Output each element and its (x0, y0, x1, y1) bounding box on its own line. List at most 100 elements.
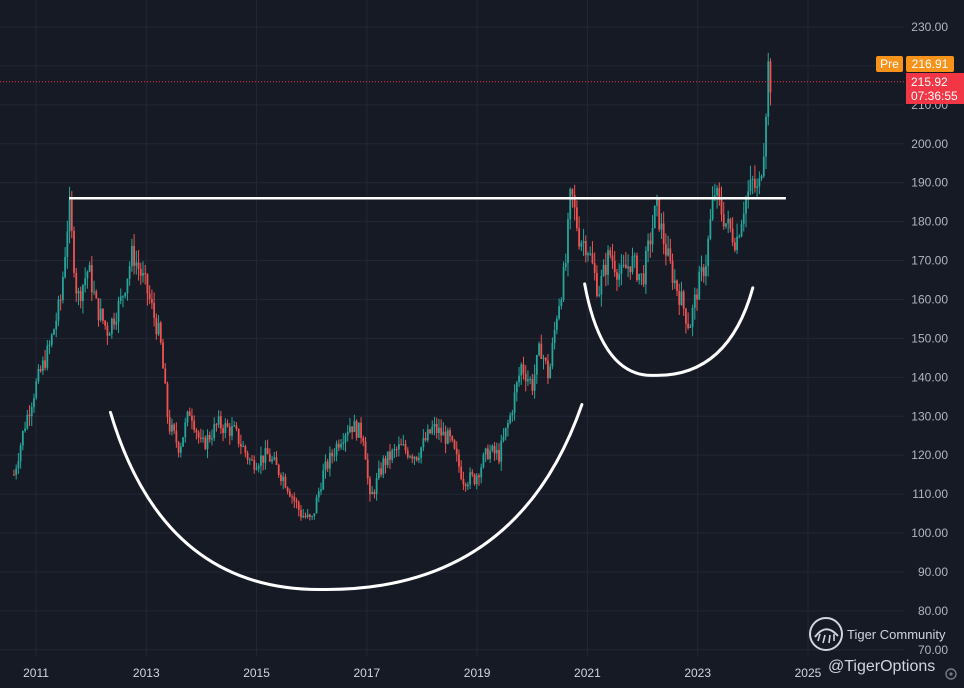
candle-body (707, 238, 710, 267)
candle-body (253, 459, 256, 470)
candle-body (742, 213, 745, 225)
candle-body (288, 491, 291, 497)
candle-body (420, 447, 423, 458)
candle-body (186, 411, 189, 423)
candle-body (277, 464, 280, 475)
candle-body (555, 318, 558, 330)
candle-body (413, 456, 416, 459)
candle-body (453, 440, 456, 449)
candle-body (431, 426, 434, 434)
candle-body (765, 116, 767, 157)
candle-body (197, 432, 200, 438)
candle-body (133, 245, 135, 266)
candle-body (624, 264, 627, 269)
candle-body (246, 452, 249, 460)
candle-body (95, 291, 98, 299)
candle-body (511, 412, 514, 416)
candle-body (39, 368, 42, 372)
candle-body (213, 424, 216, 439)
candle-body (211, 438, 213, 440)
candle-body (248, 459, 251, 461)
candle-body (415, 456, 418, 461)
candle-body (353, 421, 356, 433)
candle-body (117, 300, 120, 322)
x-tick-label: 2015 (243, 666, 270, 680)
candle-body (375, 478, 378, 494)
candle-body (57, 299, 60, 321)
candle-body (226, 423, 229, 427)
tiger-logo-icon (809, 617, 843, 651)
candle-body (373, 492, 376, 494)
candle-body (486, 448, 489, 459)
candle-body (397, 444, 400, 450)
candle-body (139, 269, 142, 276)
candle-body (582, 241, 585, 243)
candle-body (377, 468, 380, 479)
candle-body (282, 476, 285, 482)
candle-body (607, 250, 609, 275)
candle-body (395, 449, 398, 451)
candle-body (340, 444, 342, 448)
candle-body (533, 374, 536, 391)
candle-body (471, 472, 474, 475)
candle-body (333, 455, 336, 457)
candle-body (580, 242, 583, 247)
candle-body (110, 318, 113, 334)
candle-body (446, 430, 449, 444)
candle-body (308, 514, 311, 517)
candle-body (518, 375, 520, 383)
candle-body (551, 343, 554, 367)
candle-body (102, 308, 104, 321)
candle-body (302, 515, 305, 518)
candle-body (673, 280, 676, 284)
candle-body (664, 244, 667, 256)
candle-body (329, 452, 331, 469)
candle-body (531, 379, 534, 391)
y-tick-label: 200.00 (911, 137, 948, 151)
time-axis[interactable]: 2011 2013 2015 2017 2019 2021 2023 2025 (23, 666, 822, 680)
candle-body (469, 472, 471, 485)
candle-body (371, 492, 374, 495)
candle-body (524, 373, 527, 382)
candle-body (698, 271, 701, 300)
candle-body (77, 291, 80, 294)
candle-body (709, 219, 712, 239)
candle-body (244, 446, 247, 453)
candle-body (507, 422, 509, 428)
candle-body (157, 322, 160, 335)
candle-body (564, 263, 567, 268)
candle-body (317, 491, 320, 498)
y-tick-label: 130.00 (911, 409, 948, 423)
pre-market-tag: Pre 216.91 (876, 56, 954, 72)
candle-body (144, 272, 147, 275)
candle-body (402, 444, 405, 446)
candle-body (90, 265, 93, 293)
y-tick-label: 120.00 (911, 448, 948, 462)
candle-body (736, 236, 738, 251)
settings-gear-icon[interactable] (945, 668, 957, 680)
candle-body (297, 502, 300, 511)
candle-body (444, 431, 447, 444)
candle-body (575, 207, 578, 229)
candle-body (391, 450, 394, 460)
candle-body (70, 199, 73, 231)
candle-body (596, 272, 598, 296)
candle-body (653, 205, 656, 229)
candle-body (53, 329, 55, 335)
y-tick-label: 90.00 (918, 565, 948, 579)
candle-body (567, 219, 569, 264)
candle-body (393, 449, 396, 451)
watermark: Tiger Community @TigerOptions (809, 617, 946, 675)
candle-body (17, 461, 20, 469)
candle-body (171, 424, 173, 432)
candle-body (458, 454, 460, 467)
candle-body (168, 417, 171, 432)
candle-body (188, 411, 191, 416)
price-axis[interactable]: 230.00220.00210.00200.00190.00180.00170.… (911, 20, 948, 657)
candle-body (449, 430, 451, 437)
candle-body (30, 407, 33, 417)
candle-body (217, 416, 220, 425)
candle-body (451, 436, 454, 441)
candle-body (346, 432, 349, 436)
